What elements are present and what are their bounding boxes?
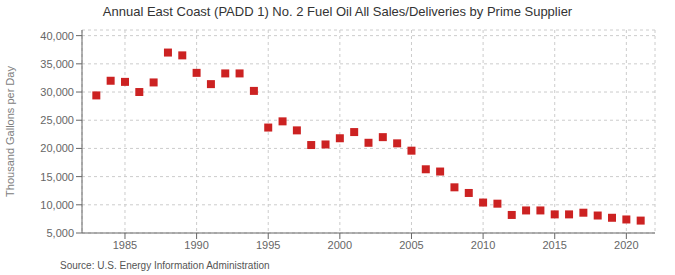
- svg-text:2015: 2015: [542, 239, 566, 251]
- svg-text:2020: 2020: [614, 239, 638, 251]
- svg-text:2010: 2010: [471, 239, 495, 251]
- svg-text:Thousand Gallons per Day: Thousand Gallons per Day: [4, 66, 16, 197]
- svg-text:1995: 1995: [256, 239, 280, 251]
- svg-text:30,000: 30,000: [40, 86, 74, 98]
- html-text:Annual East Coast (PADD 1) No.: Annual East Coast (PADD 1) No. 2 Fuel Oi…: [102, 4, 573, 19]
- svg-text:5,000: 5,000: [46, 227, 74, 239]
- svg-text:15,000: 15,000: [40, 171, 74, 183]
- svg-text:2000: 2000: [328, 239, 352, 251]
- svg-text:1990: 1990: [184, 239, 208, 251]
- svg-text:40,000: 40,000: [40, 30, 74, 42]
- svg-text:1985: 1985: [113, 239, 137, 251]
- html-text:Source: U.S. Energy Informatio: Source: U.S. Energy Information Administ…: [60, 260, 270, 271]
- svg-text:2005: 2005: [399, 239, 423, 251]
- svg-text:25,000: 25,000: [40, 114, 74, 126]
- svg-text:35,000: 35,000: [40, 58, 74, 70]
- svg-text:20,000: 20,000: [40, 142, 74, 154]
- svg-text:10,000: 10,000: [40, 199, 74, 211]
